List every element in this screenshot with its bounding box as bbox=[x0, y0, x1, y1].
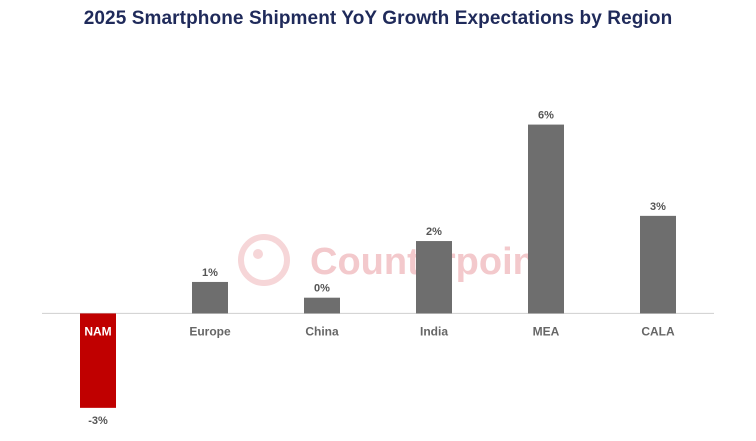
category-label-india: India bbox=[420, 324, 448, 338]
category-label-china: China bbox=[305, 324, 339, 338]
watermark-logo-ring bbox=[238, 234, 290, 286]
bar-cala bbox=[640, 215, 676, 314]
category-label-nam: NAM bbox=[84, 324, 111, 338]
data-label-nam: -3% bbox=[88, 415, 108, 427]
bar-europe bbox=[192, 281, 228, 314]
chart-title: 2025 Smartphone Shipment YoY Growth Expe… bbox=[83, 8, 673, 29]
category-label-europe: Europe bbox=[189, 324, 231, 338]
data-label-cala: 3% bbox=[650, 201, 666, 213]
data-label-india: 2% bbox=[426, 226, 442, 238]
bar-china bbox=[304, 297, 340, 314]
watermark-logo: Counterpoint bbox=[238, 234, 549, 286]
bar-india bbox=[416, 241, 452, 314]
category-label-mea: MEA bbox=[533, 324, 560, 338]
data-label-china: 0% bbox=[314, 283, 330, 295]
bar-mea bbox=[528, 124, 564, 314]
category-label-cala: CALA bbox=[641, 324, 675, 338]
watermark-logo-dot bbox=[253, 249, 263, 259]
data-label-mea: 6% bbox=[538, 110, 554, 122]
data-label-europe: 1% bbox=[202, 267, 218, 279]
bar-nam bbox=[80, 313, 116, 408]
